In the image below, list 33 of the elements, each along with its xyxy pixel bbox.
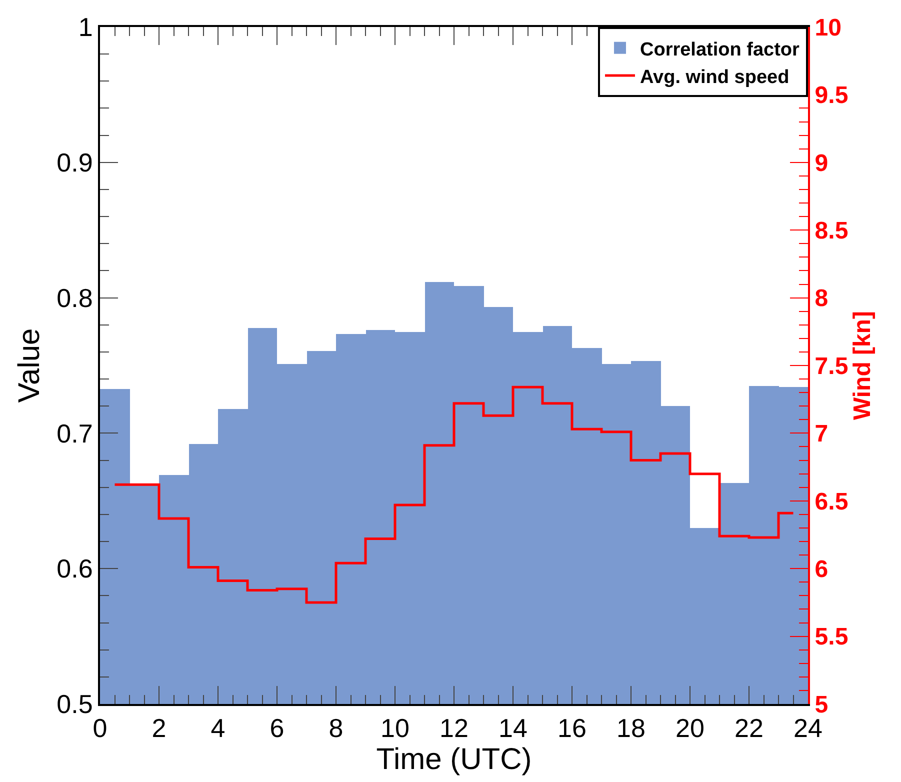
y-tick-label: 1 (78, 12, 93, 42)
y2-axis-title: Wind [kn] (848, 310, 876, 420)
y2-tick-label: 8.5 (814, 218, 848, 244)
x-tick-label: 16 (558, 713, 586, 744)
x-tick-label: 8 (328, 713, 344, 744)
x-tick-label: 10 (380, 713, 410, 744)
x-tick-label: 4 (210, 713, 226, 744)
x-tick-label: 12 (440, 713, 468, 744)
x-tick-label: 6 (270, 713, 284, 744)
x-tick-label: 20 (676, 713, 704, 744)
y2-tick-label: 10 (814, 14, 842, 42)
y-tick-label: 0.8 (56, 282, 93, 313)
x-tick-label: 2 (152, 713, 166, 744)
legend-label: Avg. wind speed (640, 66, 790, 88)
y2-tick-label: 7.5 (814, 352, 848, 380)
y2-tick-label: 5.5 (814, 624, 848, 651)
x-tick-label: 14 (498, 713, 528, 744)
legend-label: Correlation factor (640, 39, 800, 60)
y2-tick-label: 6.5 (814, 488, 848, 516)
x-tick-label: 22 (734, 713, 764, 744)
x-tick-label: 18 (616, 713, 646, 744)
y2-tick-label: 7 (814, 420, 828, 448)
y-tick-label: 0.5 (56, 689, 93, 720)
y-axis-title: Value (13, 328, 46, 403)
y-tick-label: 0.9 (56, 148, 93, 178)
y2-tick-label: 6 (814, 556, 828, 583)
y2-tick-label: 9.5 (814, 82, 848, 110)
x-axis-title: Time (UTC) (376, 743, 532, 776)
y-tick-label: 0.6 (56, 554, 93, 584)
y2-tick-label: 9 (814, 150, 828, 177)
y2-tick-label: 8 (814, 285, 828, 312)
y-tick-label: 0.7 (56, 418, 93, 448)
x-tick-label: 0 (92, 713, 108, 744)
